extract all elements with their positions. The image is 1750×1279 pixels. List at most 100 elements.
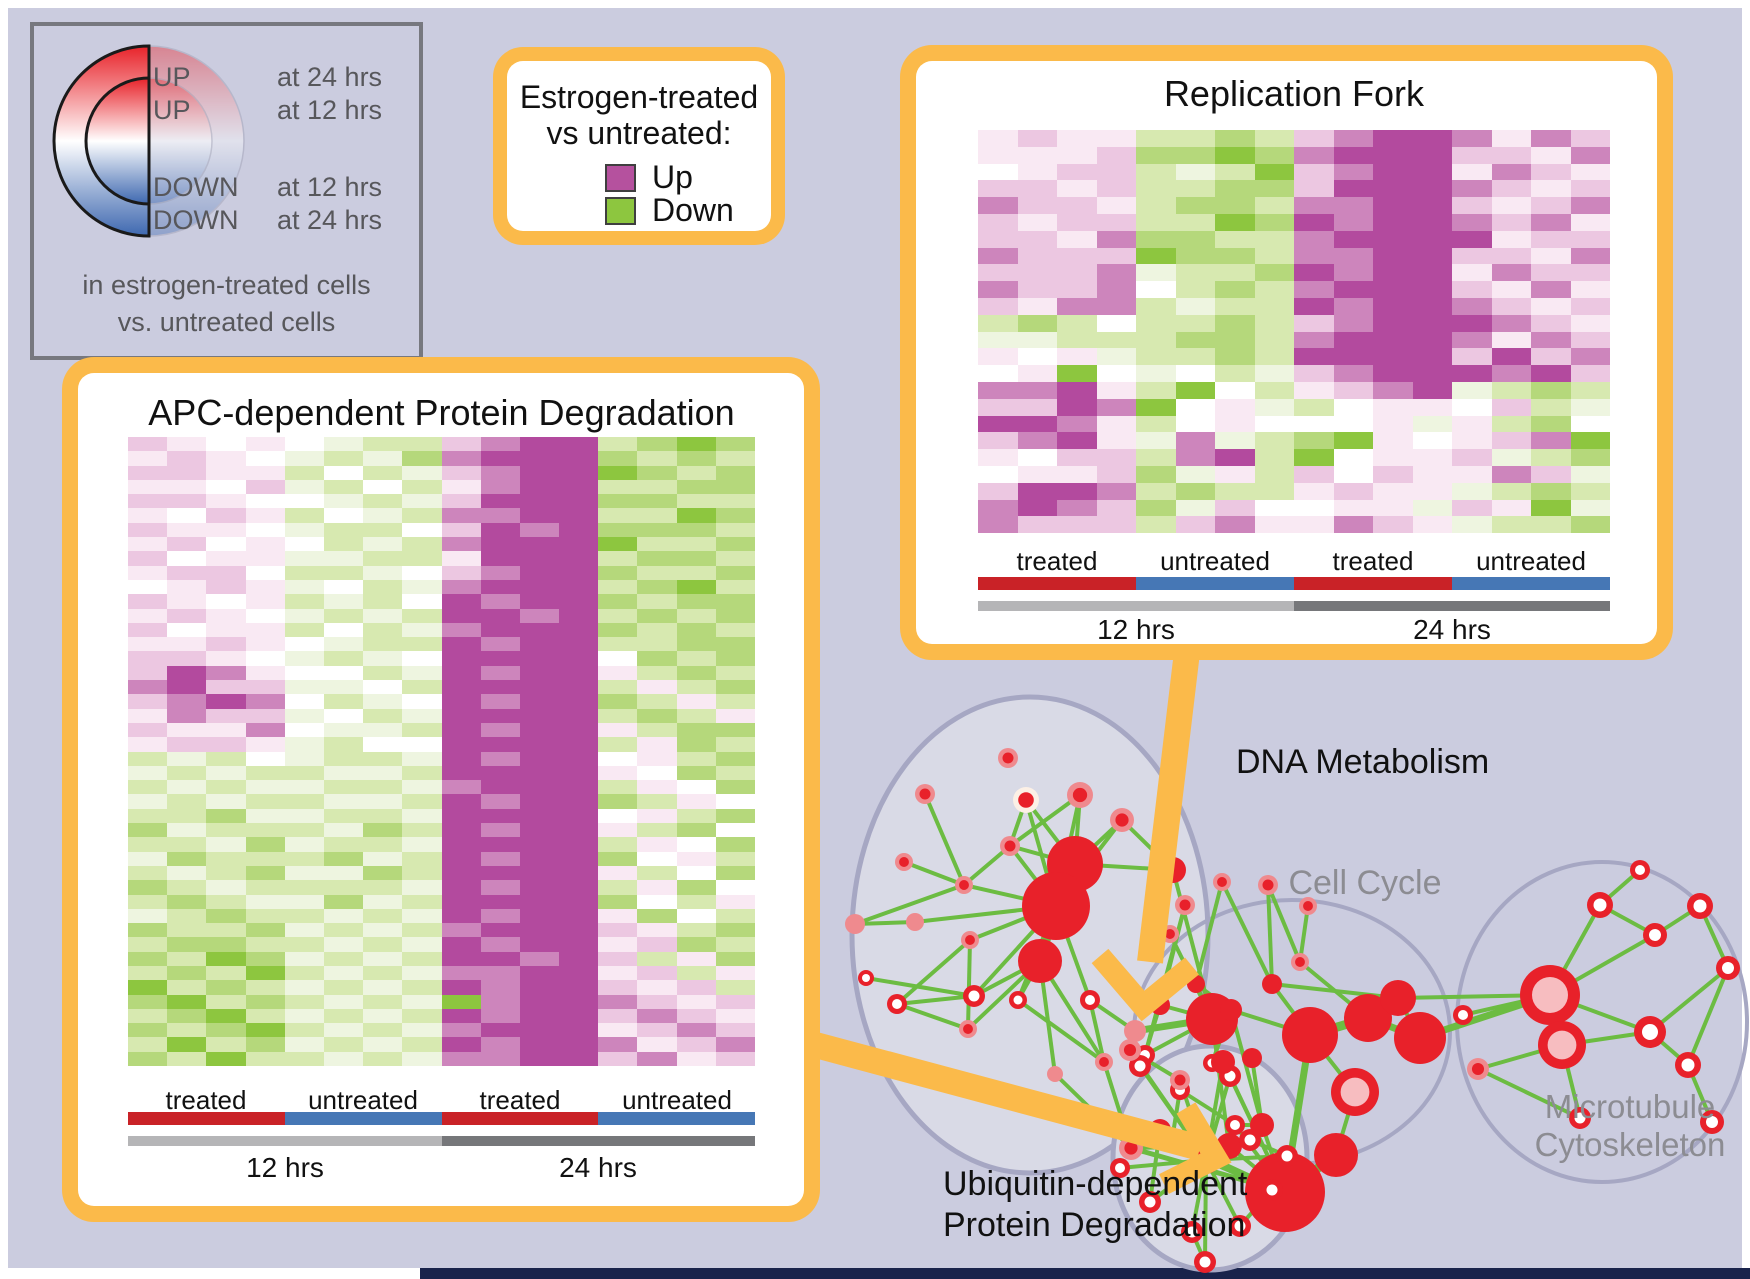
apc-heatmap (128, 437, 755, 1067)
heatmap-row (128, 594, 755, 609)
microtubule-cytoskeleton-label: Microtubule Cytoskeleton (1505, 1088, 1750, 1164)
heatmap-row (978, 146, 1610, 164)
microtubule-label-line2: Cytoskeleton (1534, 1126, 1726, 1163)
heatmap-row (128, 1008, 755, 1024)
dna-metabolism-label: DNA Metabolism (1236, 743, 1490, 781)
apc-treated-bar-24 (442, 1112, 598, 1125)
rep-24hrs-bar (1294, 601, 1610, 611)
heatmap-row (978, 130, 1610, 147)
heatmap-row (128, 465, 755, 480)
heatmap-row (978, 213, 1610, 231)
apc-treated-bar-12 (128, 1112, 285, 1125)
heatmap-row (128, 694, 755, 709)
heatmap-row (978, 482, 1610, 500)
heatmap-row (978, 465, 1610, 483)
legend-down-24: DOWN (153, 205, 239, 235)
rep-group-label-1: treated (1016, 546, 1098, 576)
heatmap-row (128, 923, 755, 938)
heatmap-row (128, 894, 755, 909)
legend-down-12: DOWN (153, 172, 239, 202)
heatmap-row (978, 247, 1610, 265)
apc-24hrs-label: 24 hrs (559, 1152, 637, 1183)
heatmap-row (978, 398, 1610, 416)
heatmap-row (128, 522, 755, 538)
heatmap-row (128, 951, 755, 966)
legend-up-24: UP (153, 62, 191, 92)
heatmap-row (128, 794, 755, 809)
apc-panel: APC-dependent Protein Degradation treate… (78, 373, 804, 1206)
ubiquitin-degradation-label: Ubiquitin-dependent Protein Degradation (943, 1164, 1248, 1246)
ubiquitin-label-line1: Ubiquitin-dependent (943, 1165, 1248, 1203)
rep-12hrs-bar (978, 601, 1294, 611)
heatmap-row (128, 751, 755, 766)
rep-group-label-3: treated (1332, 546, 1414, 576)
heatmap-row (128, 565, 755, 580)
legend-down-12-time: at 12 hrs (277, 172, 383, 202)
heatmap-row (128, 579, 755, 595)
legend-up-12-time: at 12 hrs (277, 95, 383, 125)
replication-fork-panel: Replication Fork treated untreated treat… (916, 61, 1657, 645)
heatmap-row (978, 499, 1610, 517)
heatmap-row (978, 331, 1610, 349)
heatmap-row (128, 908, 755, 924)
rep-24hrs-label: 24 hrs (1413, 614, 1491, 645)
up-label: Up (652, 159, 693, 195)
heatmap-row (128, 1037, 755, 1052)
legend-footer-2: vs. untreated cells (117, 307, 336, 337)
heatmap-row (128, 651, 755, 666)
heatmap-row (128, 780, 755, 795)
heatmap-row (128, 494, 755, 509)
heatmap-row (128, 1051, 755, 1067)
heatmap-row (128, 823, 755, 838)
rep-group-label-4: untreated (1476, 546, 1586, 576)
legend-up-12: UP (153, 95, 191, 125)
heatmap-row (978, 314, 1610, 332)
heatmap-row (978, 415, 1610, 433)
apc-group-label-2: untreated (308, 1085, 418, 1115)
heatmap-row (128, 680, 755, 695)
heatmap-row (978, 348, 1610, 366)
down-label: Down (652, 192, 734, 228)
legend-down-24-time: at 24 hrs (277, 205, 383, 235)
updown-legend-box: Estrogen-treated vs untreated: Up Down (507, 61, 771, 231)
heatmap-row (128, 479, 755, 495)
updown-color-wheel-icon (52, 44, 245, 238)
heatmap-row (128, 1023, 755, 1038)
replication-panel-title: Replication Fork (1163, 73, 1425, 114)
heatmap-row (128, 837, 755, 852)
heatmap-row (978, 381, 1610, 399)
bottom-border-strip (420, 1268, 1750, 1279)
apc-24hrs-bar (442, 1136, 755, 1146)
down-swatch (605, 197, 636, 225)
heatmap-row (978, 281, 1610, 298)
heatmap-row (128, 965, 755, 981)
apc-group-label-1: treated (165, 1085, 247, 1115)
heatmap-row (128, 980, 755, 995)
heatmap-row (128, 451, 755, 466)
microtubule-label-line1: Microtubule (1544, 1088, 1716, 1125)
heatmap-row (128, 508, 755, 523)
up-swatch (605, 164, 636, 192)
heatmap-row (978, 449, 1610, 466)
heatmap-row (128, 537, 755, 552)
ubiquitin-label-line2: Protein Degradation (943, 1206, 1246, 1244)
heatmap-row (128, 737, 755, 752)
apc-untreated-bar-24 (598, 1112, 755, 1125)
heatmap-row (978, 365, 1610, 382)
heatmap-row (128, 937, 755, 952)
heatmap-row (128, 665, 755, 681)
legend-footer-1: in estrogen-treated cells (82, 270, 371, 300)
rep-group-label-2: untreated (1160, 546, 1270, 576)
updown-legend-title-1: Estrogen-treated (519, 79, 759, 115)
heatmap-row (978, 180, 1610, 198)
heatmap-row (128, 437, 755, 452)
heatmap-row (128, 994, 755, 1009)
rep-untreated-bar-12 (1136, 577, 1294, 590)
heatmap-row (978, 163, 1610, 181)
heatmap-row (128, 851, 755, 866)
heatmap-row (978, 432, 1610, 450)
apc-12hrs-bar (128, 1136, 442, 1146)
apc-group-label-4: untreated (622, 1085, 732, 1115)
updown-legend-title-2: vs untreated: (546, 115, 732, 151)
rep-12hrs-label: 12 hrs (1097, 614, 1175, 645)
